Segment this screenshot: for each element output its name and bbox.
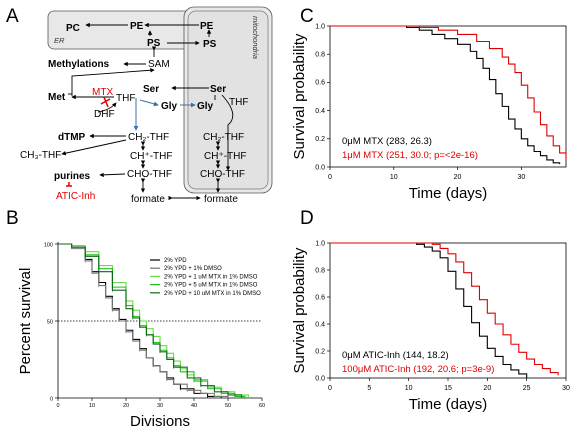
node-gly-cyto: Gly bbox=[161, 101, 178, 112]
node-sam: SAM bbox=[148, 59, 170, 70]
x-tick-label: 20 bbox=[483, 385, 491, 392]
chart-d: 0 5 10 15 20 25 30 0.0 0.2 0.4 0.6 0.8 1.0 Time (days… bbox=[291, 240, 570, 413]
y-tick-label: 0.4 bbox=[315, 108, 325, 115]
panel-label-c: C bbox=[300, 6, 314, 27]
x-axis-label: Time (days) bbox=[409, 185, 488, 202]
node-ser-mito: Ser bbox=[210, 84, 226, 95]
x-tick-label: 10 bbox=[89, 403, 95, 409]
er-label: ER bbox=[54, 36, 65, 45]
x-tick-label: 10 bbox=[390, 174, 398, 181]
legend-label: 1μM MTX (251, 30.0; p=<2e-16) bbox=[342, 150, 478, 161]
node-pc: PC bbox=[66, 23, 80, 34]
node-mtx: MTX bbox=[92, 87, 113, 98]
x-tick-label: 50 bbox=[225, 403, 231, 409]
node-chp-thf-mito: CH⁺-THF bbox=[204, 151, 247, 162]
legend-label: 2% YPD + 1% DMSO bbox=[164, 266, 222, 272]
legend-label: 2% YPD + 5 uM MTX in 1% DMSO bbox=[164, 283, 258, 289]
y-tick-label: 50 bbox=[47, 319, 53, 325]
y-tick-label: 0.2 bbox=[315, 136, 325, 143]
node-purines: purines bbox=[54, 171, 91, 182]
series-line-1 bbox=[58, 243, 222, 398]
node-pe-mito: PE bbox=[200, 21, 214, 32]
y-tick-label: 0.0 bbox=[315, 164, 325, 171]
node-ps-er: PS bbox=[147, 38, 161, 49]
node-gly-mito: Gly bbox=[197, 101, 214, 112]
x-tick-label: 30 bbox=[157, 403, 163, 409]
panel-label-d: D bbox=[300, 208, 314, 229]
node-formate-mito: formate bbox=[204, 194, 238, 205]
y-tick-label: 0.2 bbox=[315, 348, 325, 355]
y-axis-label: Survival probability bbox=[291, 247, 308, 373]
node-dtmp: dTMP bbox=[58, 132, 86, 143]
legend-label: 2% YPD + 10 uM MTX in 1% DMSO bbox=[164, 291, 261, 297]
series-line-1 bbox=[330, 242, 528, 378]
node-methylations: Methylations bbox=[48, 59, 110, 70]
y-tick-label: 0.8 bbox=[315, 52, 325, 59]
x-tick-label: 0 bbox=[328, 385, 332, 392]
node-chp-thf: CH⁺-THF bbox=[130, 151, 173, 162]
y-tick-label: 1.0 bbox=[315, 240, 325, 247]
x-tick-label: 25 bbox=[523, 385, 531, 392]
chart-b: 0 10 20 30 40 50 60 0 50 100 Divisions Percent surv… bbox=[17, 242, 265, 430]
y-tick-label: 100 bbox=[44, 242, 53, 248]
x-tick-label: 30 bbox=[517, 174, 525, 181]
chart-c: 0 10 20 30 0.0 0.2 0.4 0.6 0.8 1.0 Time (days) Surv… bbox=[291, 23, 567, 202]
x-tick-label: 10 bbox=[405, 385, 413, 392]
node-atic-inh: ATIC-Inh bbox=[56, 191, 95, 202]
series-line-2 bbox=[58, 243, 229, 398]
node-cho-thf: CHO-THF bbox=[127, 169, 172, 180]
x-tick-label: 5 bbox=[367, 385, 371, 392]
node-ch2-thf-mito: CH₂-THF bbox=[203, 132, 244, 143]
node-ch2-thf: CH₂-THF bbox=[128, 132, 169, 143]
node-met: Met bbox=[48, 92, 66, 103]
legend-label: 0μM ATIC-Inh (144, 18.2) bbox=[342, 350, 449, 361]
panel-label-b: B bbox=[6, 208, 19, 229]
y-tick-label: 0.6 bbox=[315, 80, 325, 87]
mito-label: mitochondria bbox=[251, 16, 260, 59]
x-tick-label: 20 bbox=[123, 403, 129, 409]
x-tick-label: 15 bbox=[444, 385, 452, 392]
x-tick-label: 30 bbox=[562, 385, 570, 392]
node-cho-thf-mito: CHO-THF bbox=[200, 169, 245, 180]
x-tick-label: 60 bbox=[259, 403, 265, 409]
x-tick-label: 20 bbox=[454, 174, 462, 181]
y-tick-label: 0.4 bbox=[315, 321, 325, 328]
series-line-5 bbox=[58, 243, 243, 398]
pathway-diagram: ER mitochondria PC PE PE PS PS Methylati… bbox=[20, 6, 273, 205]
panel-label-a: A bbox=[6, 6, 19, 27]
node-dhf: DHF bbox=[94, 109, 115, 120]
node-thf-mito: THF bbox=[229, 97, 248, 108]
series-line-1 bbox=[330, 25, 561, 165]
series-line-2 bbox=[330, 25, 567, 160]
node-formate-cyto: formate bbox=[131, 194, 165, 205]
y-axis-label: Survival probability bbox=[291, 33, 308, 159]
y-axis-label: Percent survival bbox=[17, 268, 34, 375]
node-pe-er: PE bbox=[130, 21, 144, 32]
x-axis-label: Time (days) bbox=[409, 396, 488, 413]
x-axis-label: Divisions bbox=[130, 413, 190, 430]
plot-frame bbox=[329, 25, 567, 168]
y-tick-label: 0.8 bbox=[315, 267, 325, 274]
y-tick-label: 1.0 bbox=[315, 23, 325, 30]
legend-label: 2% YPD bbox=[164, 258, 187, 264]
node-ser-cyto: Ser bbox=[143, 84, 159, 95]
x-tick-label: 40 bbox=[191, 403, 197, 409]
series-line-2 bbox=[330, 242, 559, 376]
legend-label: 100μM ATIC-Inh (192, 20.6; p=3e-9) bbox=[342, 364, 494, 375]
x-tick-label: 0 bbox=[56, 403, 59, 409]
node-ch3-thf: CH₃-THF bbox=[20, 150, 61, 161]
node-thf: THF bbox=[116, 93, 135, 104]
legend-label: 0μM MTX (283, 26.3) bbox=[342, 136, 432, 147]
y-tick-label: 0.6 bbox=[315, 294, 325, 301]
x-tick-label: 0 bbox=[328, 174, 332, 181]
node-ps-mito: PS bbox=[203, 39, 217, 50]
legend-label: 2% YPD + 1 uM MTX in 1% DMSO bbox=[164, 274, 258, 280]
y-tick-label: 0.0 bbox=[315, 375, 325, 382]
y-tick-label: 0 bbox=[50, 396, 53, 402]
